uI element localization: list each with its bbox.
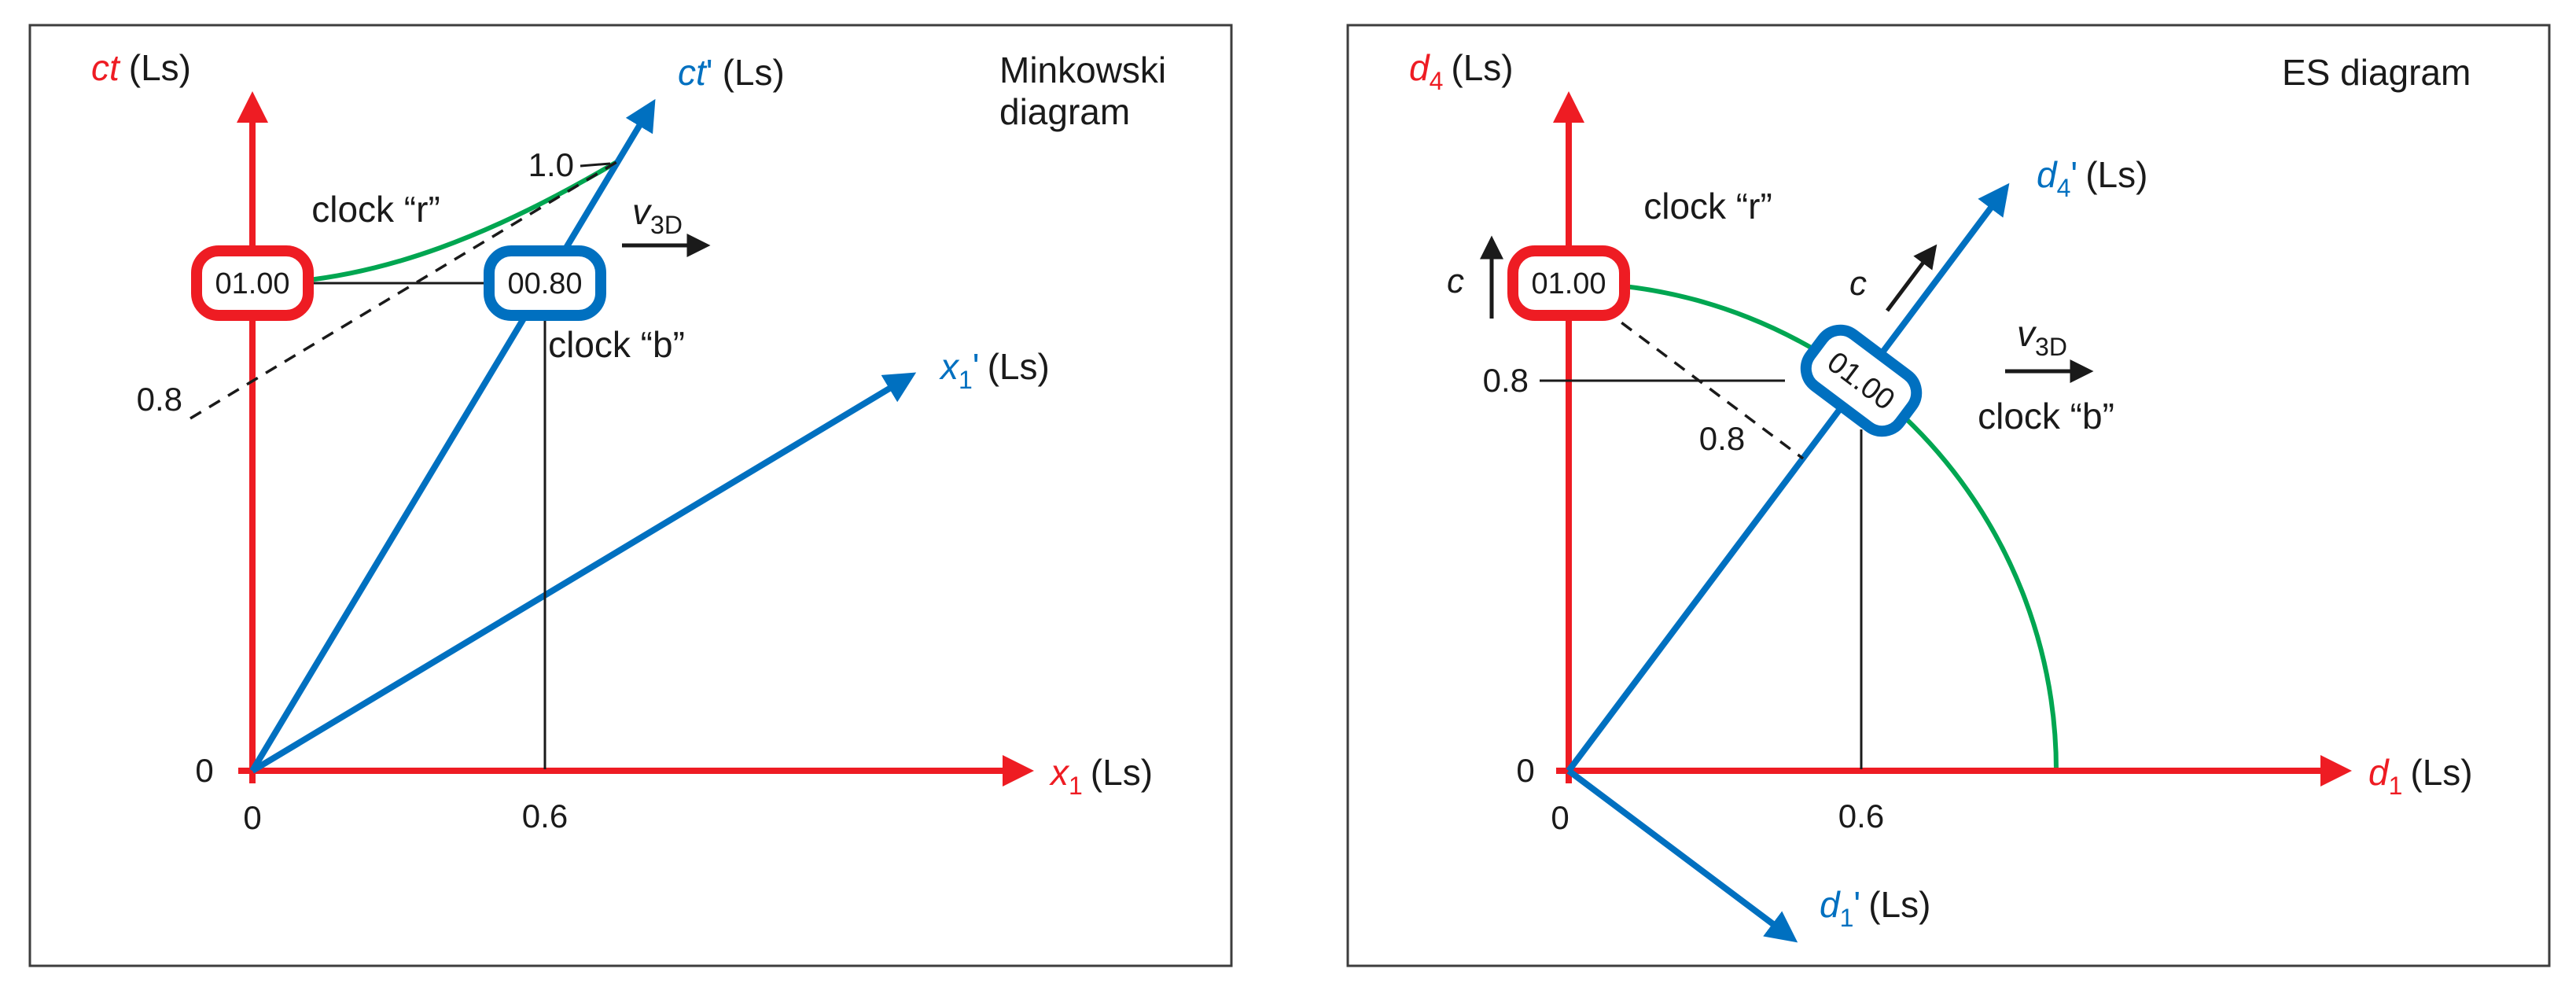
tick-projection-08: 0.8 (1699, 420, 1745, 457)
clock-b: 00.80 (484, 245, 606, 321)
clock-b: 01.00 (1800, 324, 1923, 437)
clock-r-value: 01.00 (1531, 267, 1606, 300)
clock-b-label: clock “b” (548, 324, 685, 365)
c-arrow-diagonal (1886, 244, 1938, 312)
d4-prime-axis-label: d4' (Ls) (2037, 154, 2147, 202)
panel-title: ES diagram (2282, 52, 2471, 93)
clock-r: 01.00 (1507, 245, 1630, 321)
tick-d4-08: 0.8 (1483, 362, 1529, 399)
panel-frame (28, 24, 1233, 967)
clock-r-value: 01.00 (215, 267, 289, 300)
minkowski-diagram-panel: 01.00 00.80 ct (Ls) ct' (Ls) x1 (Ls) x1' (Ls… (28, 24, 1233, 967)
tick-x-06: 0.6 (522, 798, 568, 834)
tick-ct-prime-10: 1.0 (528, 146, 574, 183)
ct-prime-tick-10 (580, 162, 611, 168)
tick-origin-bottom: 0 (1551, 799, 1569, 836)
d1-axis-label: d1 (Ls) (2368, 752, 2473, 800)
d4-prime-axis (1566, 182, 2010, 773)
v3d-label: v3D (2017, 313, 2067, 361)
clock-b-value: 00.80 (507, 267, 582, 300)
d1-prime-axis (1566, 768, 1798, 943)
tick-origin-bottom: 0 (243, 799, 261, 836)
ct-prime-axis-label: ct' (Ls) (678, 52, 785, 93)
c-label-diagonal: c (1849, 264, 1867, 303)
tick-origin-left: 0 (195, 752, 213, 789)
tick-x-06: 0.6 (1838, 798, 1884, 834)
ct-prime-axis (249, 98, 656, 773)
ct-axis-label: ct (Ls) (91, 47, 191, 88)
clock-r-label: clock “r” (1643, 186, 1772, 227)
x1-axis-label: x1 (Ls) (1049, 752, 1153, 800)
es-diagram-panel: 01.00 01.00 d4 (Ls) d4' (Ls) d1 (Ls) d1' (Ls… (1346, 24, 2551, 967)
clock-b-label: clock “b” (1978, 396, 2114, 437)
d1-prime-axis-label: d1' (Ls) (1820, 884, 1930, 932)
panel-title-line1: Minkowski (999, 50, 1166, 90)
x1-prime-axis (250, 372, 917, 774)
panel-frame (1346, 24, 2551, 967)
tick-ct-08: 0.8 (137, 381, 182, 418)
c-label-vertical: c (1447, 262, 1464, 300)
x1-prime-axis-label: x1' (Ls) (939, 346, 1050, 394)
tick-origin-left: 0 (1516, 752, 1534, 789)
simultaneity-dashed-line (190, 160, 619, 420)
v3d-label: v3D (632, 191, 683, 239)
panel-title-line2: diagram (999, 91, 1130, 132)
clock-r-label: clock “r” (311, 189, 440, 230)
clock-r: 01.00 (191, 245, 314, 321)
d4-axis-label: d4 (Ls) (1409, 47, 1514, 95)
invariant-circle-arc (1566, 281, 2059, 773)
